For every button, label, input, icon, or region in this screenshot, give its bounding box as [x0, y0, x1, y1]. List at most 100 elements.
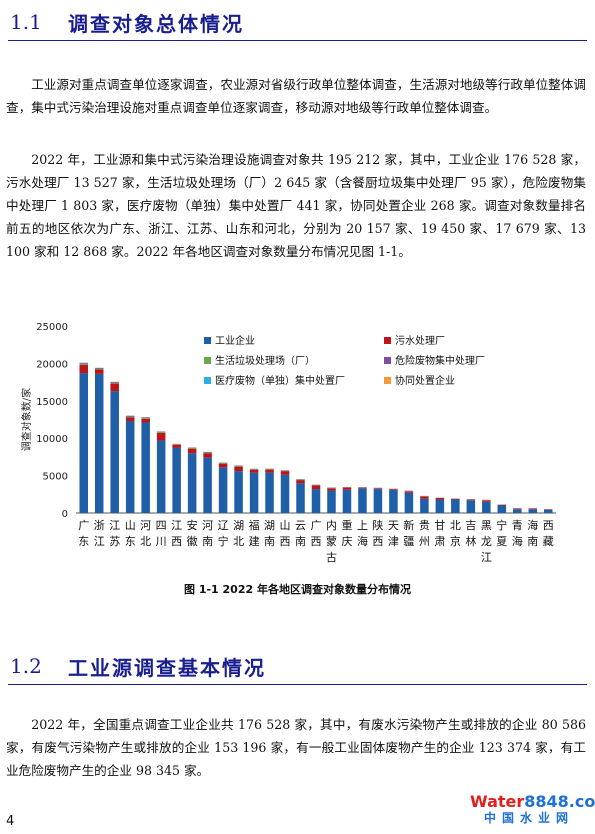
x-tick-label: 南 — [527, 535, 538, 548]
x-tick-label: 云 — [295, 519, 306, 532]
x-tick-label: 西 — [372, 535, 383, 548]
legend-swatch — [384, 357, 391, 364]
bar-segment — [79, 373, 88, 513]
legend-label: 工业企业 — [215, 334, 255, 347]
section-heading-2: 1.2 工业源调查基本情况 — [10, 648, 266, 684]
x-tick-label: 北 — [233, 535, 244, 548]
section-title: 工业源调查基本情况 — [68, 655, 266, 680]
bar-segment — [110, 391, 119, 513]
bar-segment — [172, 444, 181, 448]
legend-label: 生活垃圾处理场（厂） — [215, 354, 315, 367]
y-tick-label: 10000 — [36, 434, 68, 445]
x-tick-label: 西 — [171, 535, 182, 548]
x-tick-label: 南 — [202, 535, 213, 548]
bar-segment — [141, 418, 150, 419]
bar-segment — [234, 471, 243, 513]
bar-segment — [203, 453, 212, 458]
x-tick-label: 西 — [311, 535, 322, 548]
bar-segment — [311, 489, 321, 513]
brand-water: Water — [470, 792, 525, 811]
x-tick-label: 青 — [512, 519, 523, 532]
intro-paragraph: 工业源对重点调查单位逐家调查，农业源对省级行政单位整体调查，生活源对地级等行政单… — [6, 77, 586, 115]
bar-segment — [528, 509, 538, 513]
y-tick-label: 5000 — [43, 472, 68, 483]
bar-segment — [110, 383, 119, 392]
x-tick-label: 藏 — [543, 535, 554, 548]
x-tick-label: 山 — [125, 519, 136, 532]
bar-segment — [497, 505, 507, 513]
bar-segment — [513, 509, 522, 513]
bar-segment — [342, 487, 352, 490]
x-tick-label: 福 — [249, 518, 260, 532]
bar-segment — [466, 499, 476, 501]
legend-label: 污水处理厂 — [395, 335, 445, 347]
x-tick-label: 上 — [357, 519, 368, 532]
bar-segment — [327, 488, 336, 491]
watermark-brand: Water8848.com — [470, 792, 595, 811]
bar-segment — [435, 498, 445, 500]
bar-segment — [234, 466, 243, 472]
x-tick-label: 南 — [264, 535, 275, 548]
bar-segment — [296, 483, 305, 513]
x-tick-label: 江 — [481, 551, 492, 564]
x-tick-label: 西 — [543, 519, 554, 532]
bar-segment — [94, 373, 104, 513]
bar-segment — [482, 501, 491, 513]
bar-segment — [296, 479, 305, 481]
x-tick-label: 津 — [388, 535, 399, 548]
legend-swatch — [384, 337, 391, 344]
legend-swatch — [384, 377, 391, 384]
bar-segment — [125, 420, 135, 513]
x-tick-label: 浙 — [94, 519, 105, 532]
bar-segment — [125, 416, 135, 418]
bar-segment — [187, 448, 197, 454]
x-tick-label: 新 — [403, 518, 414, 532]
x-tick-label: 黑 — [481, 519, 492, 532]
bar-segment — [218, 463, 228, 464]
bar-segment — [435, 499, 445, 513]
x-tick-label: 古 — [326, 551, 337, 564]
bar-segment — [79, 363, 88, 365]
bar-segment — [280, 470, 290, 472]
x-tick-label: 北 — [450, 519, 461, 532]
bar-segment — [280, 471, 290, 475]
legend-swatch — [204, 337, 211, 344]
section-title: 调查对象总体情况 — [68, 11, 244, 36]
bar-segment — [389, 489, 398, 513]
bar-segment — [94, 369, 104, 374]
x-tick-label: 贵 — [419, 519, 430, 532]
bar-segment — [94, 367, 104, 369]
bar-segment — [141, 417, 150, 419]
bar-segment — [420, 498, 429, 513]
bar-segment — [125, 417, 135, 421]
bar-segment — [218, 463, 228, 468]
bar-segment — [342, 489, 352, 513]
bar-segment — [404, 492, 414, 513]
x-tick-label: 宁 — [496, 518, 507, 532]
bar-segment — [389, 489, 398, 490]
bar-segment — [172, 447, 181, 513]
x-tick-label: 肃 — [434, 535, 445, 548]
bar-segment — [141, 418, 150, 423]
x-tick-label: 湖 — [233, 519, 244, 532]
x-tick-label: 重 — [341, 518, 352, 532]
x-tick-label: 宁 — [218, 534, 229, 548]
legend-label: 协同处置企业 — [395, 374, 455, 387]
section-number: 1.1 — [10, 10, 42, 34]
bar-segment — [187, 453, 197, 513]
bar-segment — [373, 488, 383, 490]
bar-segment — [79, 362, 88, 364]
bar-segment — [172, 444, 181, 445]
x-tick-label: 山 — [280, 519, 291, 532]
legend-label: 危险废物集中处理厂 — [395, 354, 485, 367]
heading-rule — [8, 684, 587, 685]
x-tick-label: 广 — [311, 519, 322, 532]
x-tick-label: 苏 — [109, 535, 120, 548]
x-tick-label: 疆 — [403, 535, 414, 548]
x-tick-label: 海 — [512, 534, 523, 548]
bar-segment — [358, 487, 367, 489]
page-number: 4 — [6, 814, 15, 829]
x-tick-label: 京 — [450, 534, 461, 548]
y-axis-label: 调查对象数/家 — [20, 388, 33, 451]
x-tick-label: 吉 — [465, 519, 476, 532]
